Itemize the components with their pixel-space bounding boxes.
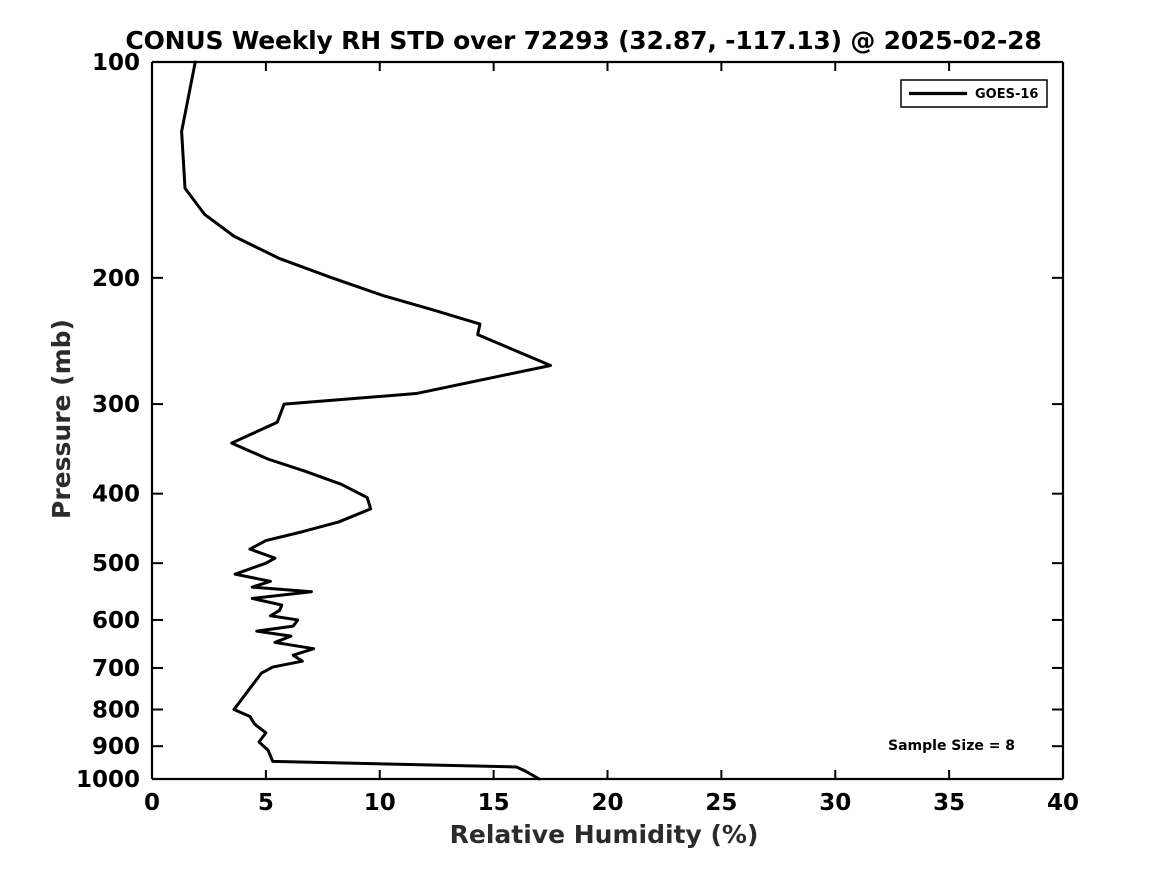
y-tick-label: 200 (92, 266, 140, 292)
x-tick-label: 15 (478, 790, 510, 816)
x-tick-label: 30 (819, 790, 851, 816)
x-tick-label: 40 (1047, 790, 1079, 816)
sample-size-annotation: Sample Size = 8 (888, 738, 1015, 754)
y-tick-label: 300 (92, 392, 140, 418)
y-axis-ticks: 100 200 300 400 500 600 700 800 900 1000 (76, 50, 1063, 793)
legend-entry-label: GOES-16 (975, 87, 1038, 102)
y-tick-label: 600 (92, 608, 140, 634)
x-axis-title: Relative Humidity (%) (450, 820, 759, 849)
data-series-group (180, 60, 553, 781)
x-tick-label: 5 (258, 790, 274, 816)
x-axis-ticks: 0 5 10 15 20 25 30 35 40 (144, 62, 1079, 816)
data-series-goes-16 (180, 60, 553, 781)
x-tick-label: 0 (144, 790, 160, 816)
y-tick-label: 700 (92, 656, 140, 682)
x-tick-label: 25 (705, 790, 737, 816)
y-tick-label: 100 (92, 50, 140, 76)
plot-frame (150, 60, 1065, 781)
x-tick-label: 35 (933, 790, 965, 816)
y-tick-label: 400 (92, 482, 140, 508)
y-tick-label: 900 (92, 734, 140, 760)
y-tick-label: 800 (92, 698, 140, 724)
y-tick-label: 500 (92, 551, 140, 577)
x-tick-label: 10 (364, 790, 396, 816)
chart-legend[interactable]: GOES-16 (900, 79, 1048, 108)
x-tick-label: 20 (591, 790, 623, 816)
page-title: CONUS Weekly RH STD over 72293 (32.87, -… (125, 26, 1042, 55)
y-axis-title: Pressure (mb) (47, 319, 76, 519)
y-tick-label: 1000 (76, 767, 140, 793)
